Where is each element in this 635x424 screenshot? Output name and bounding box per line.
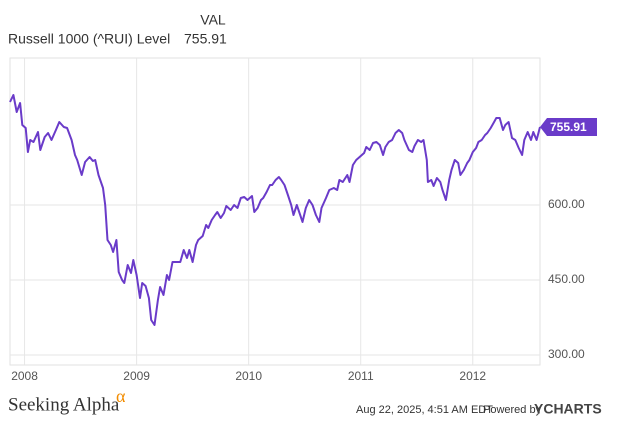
provider: YCHARTS — [534, 401, 602, 417]
brand-mark: α — [116, 386, 126, 406]
last-value-label: 755.91 — [550, 120, 587, 134]
powered-by: Powered by — [483, 404, 542, 416]
brand: Seeking Alpha — [8, 394, 120, 415]
x-tick-label: 2008 — [11, 369, 38, 383]
x-tick-label: 2010 — [235, 369, 262, 383]
last-value-flag — [540, 118, 597, 137]
column-header: VAL — [200, 12, 226, 28]
x-tick-label: 2009 — [123, 369, 150, 383]
y-tick-label: 300.00 — [548, 347, 585, 361]
x-tick-label: 2011 — [348, 369, 374, 383]
plot-frame — [9, 57, 541, 366]
x-tick-label: 2012 — [459, 369, 486, 383]
series-line — [9, 94, 541, 326]
series-name: Russell 1000 (^RUI) Level — [8, 31, 170, 47]
timestamp: Aug 22, 2025, 4:51 AM EDT — [356, 404, 493, 416]
y-tick-label: 450.00 — [548, 272, 585, 286]
header-value: 755.91 — [184, 31, 227, 47]
y-tick-label: 600.00 — [548, 197, 585, 211]
